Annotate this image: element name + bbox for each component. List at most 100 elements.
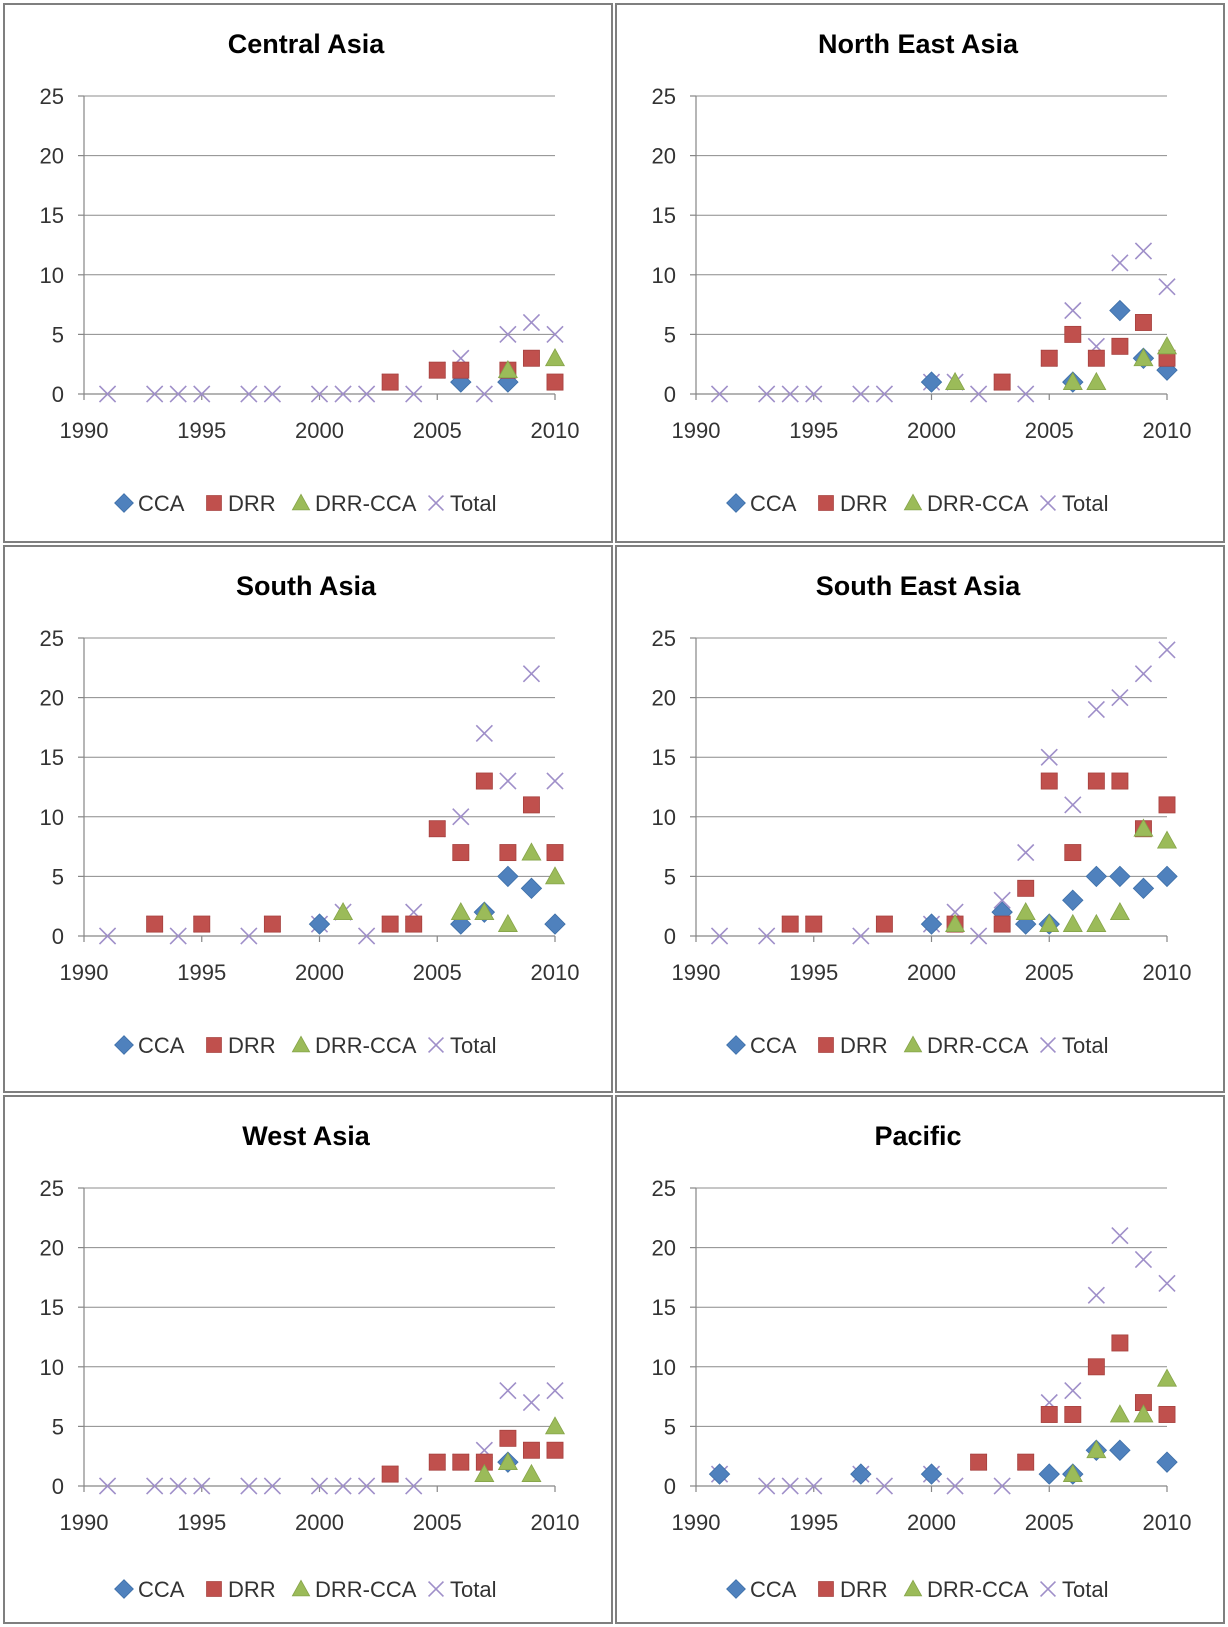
point-cca — [920, 371, 943, 393]
point-total — [169, 1477, 187, 1495]
point-drr-cca — [474, 901, 495, 921]
legend-label: DRR-CCA — [315, 1033, 417, 1058]
legend-label: Total — [1062, 1577, 1108, 1602]
point-total — [710, 385, 729, 403]
panel-border — [3, 545, 613, 1093]
point-total — [1158, 641, 1176, 659]
point-total — [1017, 385, 1035, 403]
point-drr-cca — [497, 1451, 518, 1471]
point-drr — [1064, 1406, 1082, 1423]
point-drr — [522, 1441, 540, 1459]
legend-label: DRR — [228, 491, 276, 516]
y-tick-label: 25 — [652, 84, 676, 109]
series-drr-cca — [474, 1416, 566, 1482]
y-tick-label: 20 — [40, 1236, 64, 1261]
point-drr-cca — [544, 348, 566, 367]
chart-title: North East Asia — [818, 29, 1019, 59]
point-total — [522, 665, 541, 683]
point-total — [758, 385, 776, 403]
point-total — [1087, 1286, 1105, 1304]
point-drr — [381, 1465, 399, 1483]
point-drr — [428, 361, 446, 379]
point-drr-cca — [1062, 371, 1083, 390]
x-tick-label: 2005 — [413, 1510, 462, 1535]
point-drr — [405, 915, 423, 933]
series-drr — [781, 772, 1176, 933]
y-tick-label: 10 — [40, 805, 64, 830]
series-total — [710, 1227, 1176, 1495]
legend-marker-total — [1039, 1036, 1057, 1054]
point-total — [98, 1477, 117, 1495]
point-total — [1064, 1382, 1082, 1400]
point-drr — [1064, 844, 1082, 862]
x-tick-label: 2010 — [531, 1510, 580, 1535]
series-total — [710, 641, 1176, 945]
legend-item-cca: CCA — [726, 1577, 797, 1602]
series-drr — [381, 349, 564, 391]
chart-title: Central Asia — [228, 29, 386, 59]
series-cca — [920, 865, 1178, 935]
y-tick-label: 10 — [652, 263, 676, 288]
legend-marker-drr — [206, 495, 222, 511]
point-drr-cca — [1156, 1368, 1178, 1387]
y-tick-label: 5 — [664, 322, 676, 347]
legend-marker-cca — [114, 493, 134, 513]
point-total — [805, 1477, 823, 1495]
legend: CCA DRR DRR-CCA Total — [114, 1033, 496, 1058]
legend-label: Total — [450, 1577, 496, 1602]
y-tick-label: 20 — [652, 686, 676, 711]
chart-panel-central-asia: Central Asia 0 5 10 15 20 25 1990 1995 2000 2005 20… — [3, 3, 613, 543]
point-drr — [1087, 1358, 1105, 1376]
legend-marker-total — [1039, 1580, 1057, 1598]
legend-marker-drr — [206, 1581, 222, 1597]
y-tick-label: 25 — [40, 1176, 64, 1201]
panel-border — [3, 3, 613, 543]
point-drr — [428, 1453, 446, 1471]
legend-marker-drr-cca — [291, 1579, 311, 1597]
point-cca — [850, 1463, 872, 1485]
legend-label: Total — [450, 1033, 496, 1058]
legend-item-cca: CCA — [114, 1577, 185, 1602]
point-total — [357, 927, 376, 945]
legend-item-total: Total — [1039, 1577, 1108, 1602]
panel-border — [615, 545, 1225, 1093]
panel-border — [615, 1095, 1225, 1624]
x-tick-label: 2000 — [295, 960, 344, 985]
point-cca — [1062, 889, 1084, 911]
x-tick-label: 2005 — [1025, 960, 1074, 985]
legend-item-drr: DRR — [206, 1033, 276, 1058]
point-total — [1087, 700, 1105, 719]
legend: CCA DRR DRR-CCA Total — [726, 1033, 1108, 1058]
point-total — [169, 385, 187, 403]
point-drr — [1158, 1406, 1176, 1423]
legend-marker-drr — [818, 495, 834, 511]
legend-marker-drr — [206, 1037, 222, 1053]
legend-label: CCA — [138, 1577, 185, 1602]
point-total — [969, 927, 988, 945]
point-cca — [1156, 359, 1178, 381]
point-total — [993, 891, 1011, 909]
chart-panel-north-east-asia: North East Asia 0 5 10 15 20 25 1990 1995 2000 200… — [615, 3, 1225, 543]
point-total — [522, 1393, 541, 1412]
legend-label: CCA — [138, 491, 185, 516]
point-cca — [1109, 299, 1131, 322]
series-drr-cca — [333, 842, 566, 932]
legend-marker-drr-cca — [291, 493, 311, 511]
chart-panel-pacific: Pacific 0 5 10 15 20 25 1990 1995 2000 2005 2010 CCA… — [615, 1095, 1225, 1624]
point-drr — [781, 915, 799, 933]
point-drr — [452, 1453, 470, 1471]
point-total — [452, 808, 470, 826]
legend-marker-cca — [726, 493, 746, 513]
legend-item-drr-cca: DRR-CCA — [903, 1033, 1029, 1058]
legend-item-drr-cca: DRR-CCA — [291, 1033, 417, 1058]
point-total — [1158, 1274, 1176, 1292]
point-drr-cca — [450, 901, 471, 921]
y-tick-label: 5 — [52, 1414, 64, 1439]
legend-marker-cca — [114, 1035, 134, 1055]
point-total — [1017, 843, 1035, 862]
legend-marker-total — [427, 494, 445, 512]
legend-label: CCA — [750, 1033, 797, 1058]
point-drr — [522, 796, 540, 814]
point-total — [499, 772, 517, 790]
y-tick-label: 20 — [40, 686, 64, 711]
